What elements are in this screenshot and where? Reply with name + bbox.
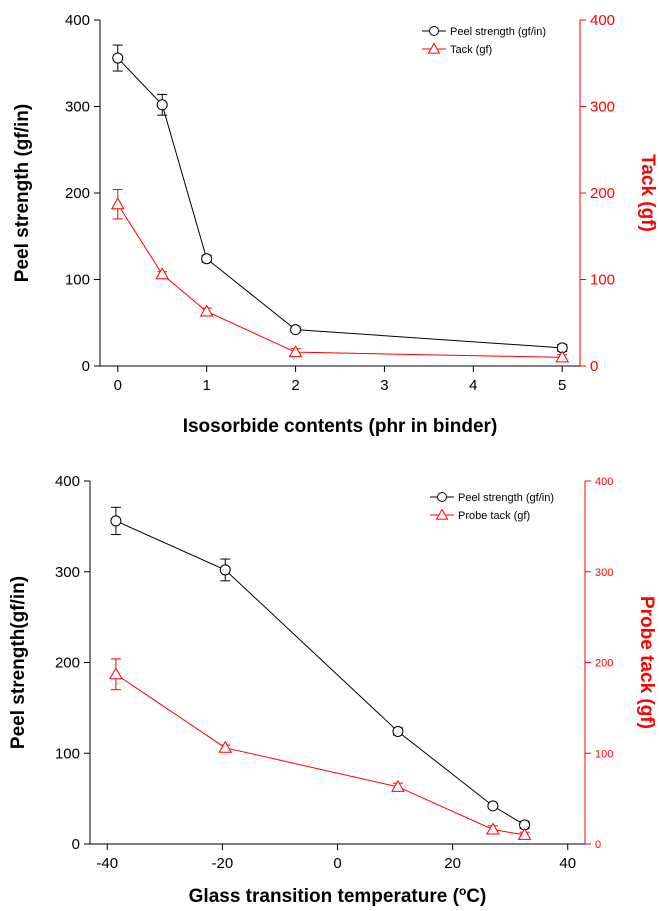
series-line [117,57,563,349]
x-tick-label: 40 [559,855,576,872]
data-point [110,197,125,210]
y2-tick-label: 300 [590,99,615,116]
x-tick-label: 4 [469,377,477,394]
y2-tick-label: 300 [595,567,613,579]
x-axis-title: Glass transition temperature (oC) [189,884,487,907]
x-axis-title-suffix: C) [466,886,486,907]
legend-label: Peel strength (gf/in) [458,492,554,504]
data-point [555,350,570,363]
x-tick-label: -40 [96,855,118,872]
x-axis-title: Isosorbide contents (phr in binder) [183,416,498,437]
y-tick-label: 100 [65,272,90,289]
y-tick-label: 300 [55,564,80,581]
legend-marker [437,492,447,502]
data-point [290,324,302,336]
data-point [156,99,168,111]
y-tick-label: 200 [65,185,90,202]
data-point [109,667,123,680]
y-axis-title: Peel strength(gf/in) [8,576,29,749]
data-point [155,267,170,280]
x-tick-label: 1 [202,377,210,394]
legend-marker [429,26,439,36]
x-tick-label: 0 [114,377,122,394]
y-tick-label: 200 [55,655,80,672]
series-line [115,673,525,836]
data-point [487,800,499,812]
y-tick-label: 400 [55,473,80,490]
legend-marker [435,508,449,520]
y2-axis-title: Tack (gf) [637,154,658,232]
data-point [219,564,231,576]
x-axis-title-superscript: o [459,884,466,898]
data-point [392,725,404,737]
data-point [288,345,303,358]
legend-label: Peel strength (gf/in) [450,26,546,38]
x-tick-label: 0 [333,855,341,872]
y2-axis-title: Probe tack (gf) [636,596,657,729]
y2-tick-label: 200 [595,658,613,670]
data-point [517,827,532,840]
series-line [117,203,563,358]
data-point [112,52,124,64]
legend-label: Tack (gf) [450,44,492,56]
y-axis-title: Peel strength (gf/in) [12,104,33,282]
x-tick-label: 2 [291,377,299,394]
y2-tick-label: 100 [590,272,615,289]
y-tick-label: 0 [82,358,90,375]
y-tick-label: 100 [55,745,80,762]
y2-tick-label: 400 [590,12,615,29]
data-point [201,253,213,265]
x-tick-label: 20 [444,855,461,872]
y2-tick-label: 100 [595,748,613,760]
series-1 [110,506,531,831]
legend-marker [427,42,441,54]
y2-tick-label: 0 [590,358,598,375]
chart-1: 0 1 2 3 4 5 0 100 200 300 400 0 100 200 300 400 Isosorbi… [12,12,658,437]
y-tick-label: 0 [72,836,80,853]
series-1 [112,44,568,354]
series-line [115,520,525,826]
legend: Peel strength (gf/in) Probe tack (gf) [430,492,554,522]
x-tick-label: -20 [212,855,234,872]
y2-tick-label: 400 [595,476,613,488]
data-point [391,779,405,792]
data-point [199,304,214,317]
chart-2: -40 -20 0 20 4001002003004000100200300400Gla… [8,473,657,907]
y-tick-label: 300 [65,99,90,116]
y2-tick-label: 200 [590,185,615,202]
y2-tick-label: 0 [595,839,601,851]
data-point [486,822,500,835]
legend: Peel strength (gf/in) Tack (gf) [422,26,546,56]
legend-label: Probe tack (gf) [458,510,530,522]
x-tick-label: 3 [380,377,388,394]
data-point [110,515,122,527]
data-point [218,740,233,753]
series-2 [110,189,570,363]
series-2 [109,658,532,840]
x-tick-label: 5 [558,377,566,394]
y-tick-label: 400 [65,12,90,29]
